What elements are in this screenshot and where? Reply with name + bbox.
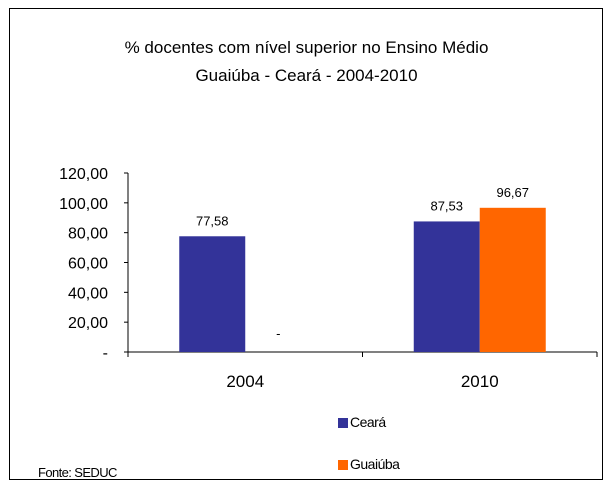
y-tick-label: - xyxy=(103,345,108,362)
legend-label-guaiuba: Guaiúba xyxy=(350,456,400,472)
bar-ceará xyxy=(179,236,246,352)
y-tick-label: 60,00 xyxy=(68,256,108,273)
legend-swatch-ceara xyxy=(338,418,348,428)
data-label: 87,53 xyxy=(430,198,463,213)
legend-item-guaiuba: Guaiúba xyxy=(338,456,400,472)
legend-label-ceara: Ceará xyxy=(350,414,386,430)
x-tick-label: 2004 xyxy=(226,372,264,391)
data-label: 96,67 xyxy=(496,185,529,200)
chart-subtitle: Guaiúba - Ceará - 2004-2010 xyxy=(195,66,418,85)
chart-frame xyxy=(9,8,603,480)
chart-title: % docentes com nível superior no Ensino … xyxy=(124,38,489,57)
bar-ceará xyxy=(413,221,480,352)
legend-swatch-guaiuba xyxy=(338,460,348,470)
y-tick-label: 20,00 xyxy=(68,315,108,332)
source-note: Fonte: SEDUC xyxy=(38,465,117,480)
bar-guaiúba xyxy=(479,207,546,352)
legend-item-ceara: Ceará xyxy=(338,414,386,430)
data-label: - xyxy=(276,326,280,341)
y-tick-label: 100,00 xyxy=(59,196,108,213)
y-tick-label: 80,00 xyxy=(68,226,108,243)
data-label: 77,58 xyxy=(196,213,229,228)
y-tick-label: 40,00 xyxy=(68,285,108,302)
x-tick-label: 2010 xyxy=(461,372,499,391)
y-tick-label: 120,00 xyxy=(59,166,108,183)
